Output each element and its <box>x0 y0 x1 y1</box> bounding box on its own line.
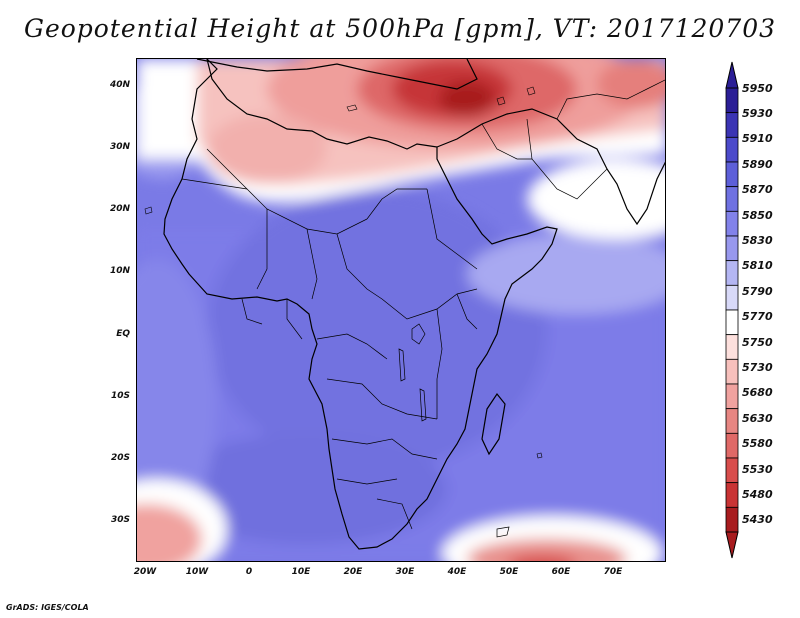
lat-label-20n: 20N <box>109 204 130 214</box>
lat-label-20s: 20S <box>110 453 130 463</box>
lat-label-10s: 10S <box>110 391 130 401</box>
lat-label-40n: 40N <box>109 80 130 90</box>
colorbar-swatch-5530 <box>725 457 739 484</box>
cbar-label-5810: 5810 <box>742 259 773 272</box>
cbar-label-5830: 5830 <box>742 234 773 247</box>
colorbar-swatch-5890 <box>725 161 739 188</box>
cbar-label-5770: 5770 <box>742 310 773 323</box>
cbar-label-5730: 5730 <box>742 361 773 374</box>
colorbar-swatch-5950 <box>725 87 739 114</box>
lon-label-20w: 20W <box>133 567 157 577</box>
colorbar-swatch-5930 <box>725 112 739 138</box>
cbar-label-5680: 5680 <box>742 386 773 399</box>
colorbar-swatch-5630 <box>725 408 739 434</box>
lon-label-30e: 30E <box>395 567 415 577</box>
lon-label-0: 0 <box>245 567 253 577</box>
cbar-label-5790: 5790 <box>742 285 773 298</box>
lon-label-40e: 40E <box>447 567 467 577</box>
map-title: Geopotential Height at 500hPa [gpm], VT:… <box>23 14 777 43</box>
cbar-label-5870: 5870 <box>742 183 773 196</box>
colorbar-swatch-5850 <box>725 210 739 237</box>
colorbar-swatch-5680 <box>725 383 739 410</box>
colorbar-bottom-arrow <box>725 531 739 559</box>
islands <box>144 86 543 459</box>
colorbar-swatch-5730 <box>725 358 739 385</box>
lat-label-30s: 30S <box>110 515 130 525</box>
colorbar-swatch-5910 <box>725 136 739 163</box>
lon-label-10w: 10W <box>185 567 209 577</box>
cbar-label-5890: 5890 <box>742 158 773 171</box>
colorbar-swatch-5790 <box>725 284 739 311</box>
lat-label-eq: EQ <box>116 329 130 339</box>
colorbar-swatch-5810 <box>725 260 739 286</box>
lat-label-10n: 10N <box>109 266 130 276</box>
lat-label-30n: 30N <box>109 142 130 152</box>
lon-label-50e: 50E <box>499 567 519 577</box>
colorbar-swatches <box>725 87 739 533</box>
field-contours <box>137 59 665 561</box>
colorbar <box>725 61 739 559</box>
lon-label-70e: 70E <box>603 567 623 577</box>
colorbar-swatch-5430 <box>725 506 739 533</box>
colorbar-swatch-5580 <box>725 432 739 459</box>
colorbar-swatch-5770 <box>725 309 739 336</box>
coastlines <box>163 59 665 550</box>
lon-label-60e: 60E <box>551 567 571 577</box>
colorbar-top-arrow <box>725 61 739 89</box>
cbar-label-5430: 5430 <box>742 513 773 526</box>
cbar-label-5530: 5530 <box>742 463 773 476</box>
cbar-label-5950: 5950 <box>742 82 773 95</box>
cbar-label-5930: 5930 <box>742 107 773 120</box>
colorbar-swatch-5750 <box>725 334 739 360</box>
cbar-label-5910: 5910 <box>742 132 773 145</box>
cbar-label-5850: 5850 <box>742 209 773 222</box>
colorbar-swatch-5870 <box>725 186 739 212</box>
colorbar-swatch-5480 <box>725 482 739 508</box>
map-plot[interactable] <box>136 58 666 562</box>
height-field <box>137 59 665 561</box>
lon-label-10e: 10E <box>291 567 311 577</box>
lon-label-20e: 20E <box>343 567 363 577</box>
country-borders <box>181 79 665 530</box>
cbar-label-5750: 5750 <box>742 336 773 349</box>
colorbar-swatch-5830 <box>725 235 739 262</box>
lakes <box>398 323 510 538</box>
cbar-label-5480: 5480 <box>742 488 773 501</box>
cbar-label-5580: 5580 <box>742 437 773 450</box>
cbar-label-5630: 5630 <box>742 412 773 425</box>
grads-credit: GrADS: IGES/COLA <box>6 603 89 612</box>
